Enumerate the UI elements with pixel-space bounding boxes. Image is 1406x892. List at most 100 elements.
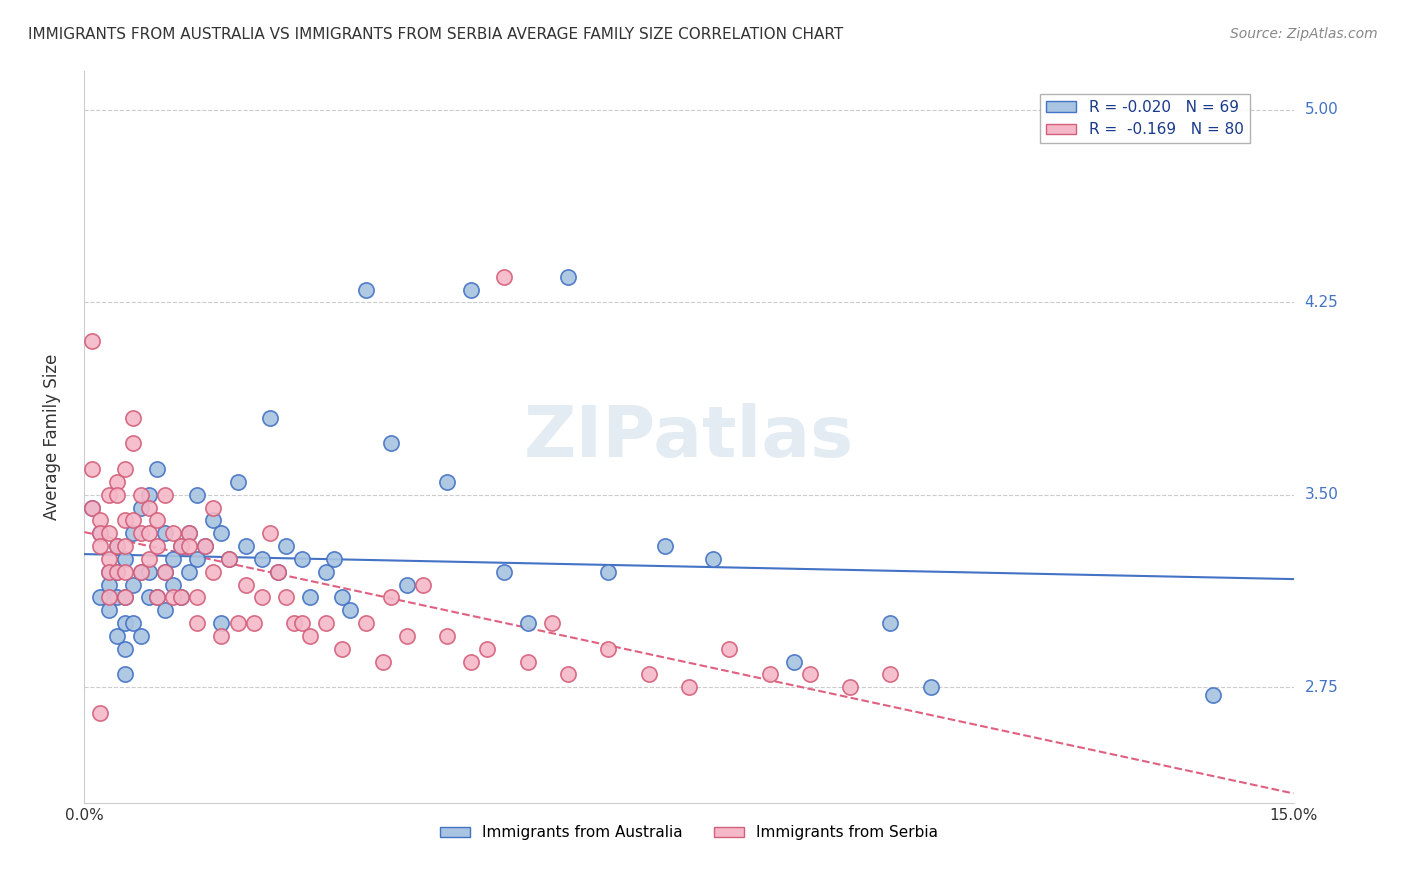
Point [598,565,620,579]
Point [162,526,184,541]
Point [380,436,402,450]
Point [114,514,136,528]
Point [267,565,290,579]
Point [97,591,120,605]
Point [129,629,152,643]
Point [412,577,434,591]
Point [330,641,353,656]
Point [162,552,184,566]
Point [218,552,240,566]
Point [82,462,104,476]
Point [179,526,201,541]
Point [105,475,128,489]
Point [516,616,538,631]
Point [839,681,862,695]
Point [283,616,305,631]
Point [153,565,176,579]
Point [299,629,322,643]
Point [138,591,160,605]
Point [879,616,901,631]
Point [82,500,104,515]
Point [299,591,322,605]
Point [89,526,111,541]
Point [129,500,152,515]
Text: ZIPatlas: ZIPatlas [524,402,853,472]
Point [121,616,143,631]
Point [97,488,120,502]
Point [202,565,225,579]
Point [170,539,193,553]
Point [105,591,128,605]
Point [146,591,169,605]
Point [105,539,128,553]
Point [121,410,143,425]
Point [194,539,217,553]
Point [153,565,176,579]
Point [209,526,232,541]
Point [492,565,515,579]
Point [395,629,418,643]
Point [129,565,152,579]
Point [323,552,346,566]
Point [799,667,821,681]
Point [121,514,143,528]
Point [97,565,120,579]
Point [114,552,136,566]
Point [1202,688,1225,702]
Point [259,410,281,425]
Point [315,565,337,579]
Point [250,552,273,566]
Point [162,591,184,605]
Point [97,577,120,591]
Point [460,283,482,297]
Point [259,526,281,541]
Point [114,616,136,631]
Text: 2.75: 2.75 [1305,680,1339,695]
Point [194,539,217,553]
Point [718,641,741,656]
Point [395,577,418,591]
Point [291,552,314,566]
Point [170,591,193,605]
Point [105,565,128,579]
Point [105,629,128,643]
Point [226,616,249,631]
Point [89,706,111,720]
Point [186,616,208,631]
Point [235,539,257,553]
Point [356,283,378,297]
Point [82,334,104,348]
Point [153,526,176,541]
Text: IMMIGRANTS FROM AUSTRALIA VS IMMIGRANTS FROM SERBIA AVERAGE FAMILY SIZE CORRELAT: IMMIGRANTS FROM AUSTRALIA VS IMMIGRANTS … [28,27,844,42]
Point [541,616,564,631]
Point [162,577,184,591]
Point [97,603,120,617]
Point [105,488,128,502]
Point [121,577,143,591]
Point [82,500,104,515]
Point [121,526,143,541]
Point [436,629,458,643]
Point [436,475,458,489]
Point [138,488,160,502]
Point [186,488,208,502]
Point [97,526,120,541]
Point [209,629,232,643]
Point [138,565,160,579]
Point [129,565,152,579]
Point [702,552,724,566]
Point [138,526,160,541]
Point [557,667,579,681]
Point [557,269,579,284]
Point [114,565,136,579]
Point [202,500,225,515]
Point [380,591,402,605]
Point [97,565,120,579]
Point [179,526,201,541]
Point [146,514,169,528]
Point [250,591,273,605]
Point [516,655,538,669]
Point [202,514,225,528]
Point [235,577,257,591]
Point [879,667,901,681]
